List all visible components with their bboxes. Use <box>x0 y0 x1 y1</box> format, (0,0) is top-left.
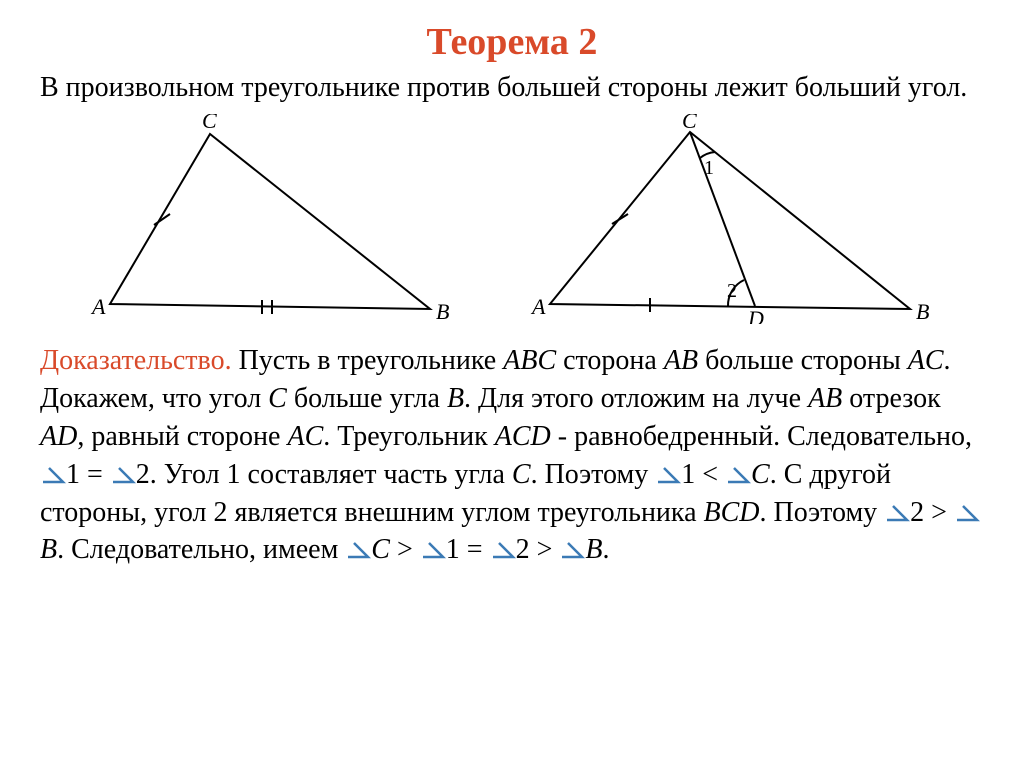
t: . Поэтому <box>531 459 656 490</box>
sym-2c: 2 <box>516 534 530 565</box>
angle-icon <box>490 540 516 560</box>
t: сторона <box>556 345 664 376</box>
label-A2: A <box>530 294 546 319</box>
angle-icon <box>954 503 980 523</box>
sym-ab2: AB <box>808 383 842 414</box>
sym-1: 1 <box>66 459 80 490</box>
label-angle1: 1 <box>704 157 714 179</box>
sym-ac2: AC <box>287 421 323 452</box>
proof-label: Доказательство. <box>40 345 232 376</box>
op-gt: > <box>924 497 954 528</box>
figure-left: A B C <box>80 114 460 324</box>
label-B2: B <box>916 299 929 324</box>
angle-icon <box>110 465 136 485</box>
label-angle2: 2 <box>727 280 737 302</box>
proof-body: Доказательство. Пусть в треугольнике ABC… <box>40 342 984 569</box>
label-C2: C <box>682 114 697 133</box>
sym-ac: AC <box>908 345 944 376</box>
angle-icon <box>40 465 66 485</box>
op-lt: < <box>695 459 725 490</box>
angle-icon <box>420 540 446 560</box>
sym-c2: C <box>512 459 531 490</box>
sym-b: B <box>447 383 464 414</box>
angle-icon <box>725 465 751 485</box>
t: больше стороны <box>698 345 908 376</box>
angle-icon <box>884 503 910 523</box>
sym-1b: 1 <box>681 459 695 490</box>
t: больше угла <box>287 383 447 414</box>
label-A: A <box>90 294 106 319</box>
t: . Поэтому <box>760 497 885 528</box>
op-eq: = <box>80 459 110 490</box>
label-C: C <box>202 114 217 133</box>
figures-row: A B C A B C D <box>80 114 984 324</box>
sym-b3: B <box>585 534 602 565</box>
op-gt2: > <box>390 534 420 565</box>
angle-icon <box>655 465 681 485</box>
angle-icon <box>345 540 371 560</box>
t: - равнобедренный. Следовательно, <box>551 421 972 452</box>
op-eq2: = <box>460 534 490 565</box>
sym-b2: B <box>40 534 57 565</box>
t: отрезок <box>842 383 940 414</box>
angle-icon <box>559 540 585 560</box>
sym-c4: C <box>371 534 390 565</box>
sym-2: 2 <box>136 459 150 490</box>
t: . Следовательно, имеем <box>57 534 345 565</box>
figure-right: A B C D 1 2 <box>520 114 940 324</box>
t: . <box>602 534 609 565</box>
sym-c3: C <box>751 459 770 490</box>
page-title: Теорема 2 <box>40 20 984 64</box>
op-gt3: > <box>530 534 560 565</box>
sym-ab: AB <box>664 345 698 376</box>
sym-2b: 2 <box>910 497 924 528</box>
sym-bcd: BCD <box>704 497 760 528</box>
t: , равный стороне <box>77 421 287 452</box>
theorem-statement: В произвольном треугольнике против больш… <box>40 70 984 106</box>
sym-1c: 1 <box>446 534 460 565</box>
t: Пусть в треугольнике <box>232 345 504 376</box>
sym-acd: ACD <box>495 421 551 452</box>
label-D: D <box>747 306 764 324</box>
sym-c: C <box>268 383 287 414</box>
label-B: B <box>436 299 449 324</box>
t: . Угол 1 составляет часть угла <box>150 459 512 490</box>
t: . Для этого отложим на луче <box>464 383 808 414</box>
t: . Треугольник <box>323 421 495 452</box>
sym-abc: ABC <box>503 345 556 376</box>
sym-ad: AD <box>40 421 77 452</box>
